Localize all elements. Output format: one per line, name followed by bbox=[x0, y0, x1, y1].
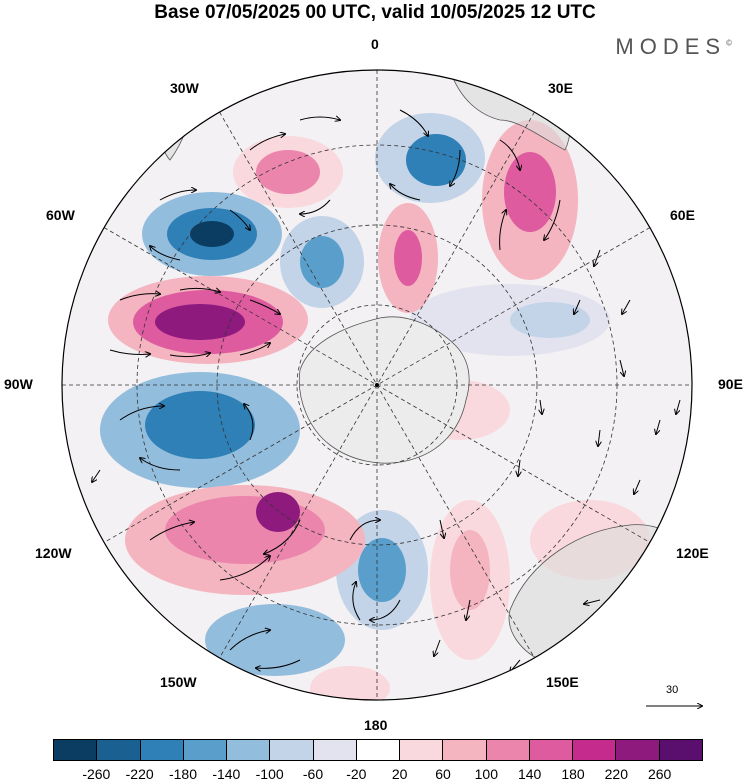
colorbar-swatch bbox=[54, 740, 98, 760]
positive-anomaly-3-core bbox=[394, 230, 422, 286]
lon-label-60e: 60E bbox=[670, 207, 695, 223]
colorbar-tick-label: -180 bbox=[168, 766, 198, 782]
logo-text: MODES bbox=[615, 34, 727, 59]
colorbar-tick-label: 140 bbox=[517, 766, 542, 782]
colorbar-swatch bbox=[443, 740, 487, 760]
colorbar-tick-label: 20 bbox=[391, 766, 408, 782]
negative-anomaly-4-core bbox=[145, 391, 255, 459]
negative-anomaly-1-center bbox=[190, 221, 234, 247]
lon-label-90w: 90W bbox=[4, 376, 33, 392]
lon-label-120w: 120W bbox=[35, 545, 72, 561]
colorbar-tick-label: -60 bbox=[302, 766, 324, 782]
negative-anomaly-2-core bbox=[300, 236, 344, 288]
positive-anomaly-4-core bbox=[504, 152, 556, 232]
colorbar-swatch bbox=[486, 740, 530, 760]
positive-anomaly-6-core bbox=[450, 530, 490, 610]
colorbar-swatch bbox=[97, 740, 141, 760]
map-border bbox=[61, 69, 693, 701]
copyright-mark: © bbox=[726, 38, 732, 48]
negative-anomaly-3-core bbox=[406, 134, 466, 186]
colorbar-tick-label: -100 bbox=[255, 766, 284, 782]
modes-logo: MODES© bbox=[615, 34, 732, 60]
lon-label-30w: 30W bbox=[170, 80, 199, 96]
colorbar-tick-label: -20 bbox=[346, 766, 367, 782]
lon-label-180: 180 bbox=[364, 717, 388, 733]
lon-label-90e: 90E bbox=[718, 376, 743, 392]
colorbar-swatch bbox=[356, 740, 401, 760]
lon-label-0: 0 bbox=[371, 36, 379, 52]
lon-label-120e: 120E bbox=[676, 545, 709, 561]
colorbar-swatch bbox=[270, 740, 314, 760]
colorbar-tick-label: 100 bbox=[474, 766, 499, 782]
colorbar-swatch bbox=[659, 740, 702, 760]
colorbar-tick-label: -140 bbox=[212, 766, 241, 782]
lon-label-30e: 30E bbox=[548, 80, 573, 96]
colorbar-swatch bbox=[529, 740, 574, 760]
positive-anomaly-9 bbox=[310, 666, 390, 700]
colorbar-tick-label: 220 bbox=[604, 766, 629, 782]
positive-anomaly-5-center bbox=[256, 492, 300, 532]
colorbar-swatch bbox=[140, 740, 184, 760]
colorbar-tick-label: 60 bbox=[435, 766, 451, 782]
lon-label-150w: 150W bbox=[160, 674, 197, 690]
colorbar-swatch bbox=[400, 740, 444, 760]
lon-label-60w: 60W bbox=[46, 207, 75, 223]
lon-label-150e: 150E bbox=[546, 674, 579, 690]
positive-anomaly-1-center bbox=[155, 304, 245, 340]
negative-anomaly-6 bbox=[205, 604, 345, 676]
antarctica-landmass bbox=[298, 316, 470, 464]
wind-vectors bbox=[86, 109, 681, 672]
colorbar bbox=[53, 739, 703, 761]
colorbar-tick-label: 260 bbox=[647, 766, 672, 782]
positive-anomaly-2-core bbox=[256, 150, 320, 194]
colorbar-tick-label: -220 bbox=[125, 766, 154, 782]
colorbar-swatch bbox=[573, 740, 617, 760]
negative-anomaly-7-core bbox=[510, 302, 590, 338]
reference-vector-label: 30 bbox=[666, 684, 679, 696]
colorbar-tick-label: 180 bbox=[561, 766, 585, 782]
colorbar-swatch bbox=[616, 740, 660, 760]
colorbar-tick-label: -260 bbox=[82, 766, 111, 782]
positive-anomaly-5-core bbox=[165, 496, 325, 564]
colorbar-swatch bbox=[313, 740, 357, 760]
south-pole-marker bbox=[375, 383, 379, 387]
map-title: Base 07/05/2025 00 UTC, valid 10/05/2025… bbox=[154, 2, 596, 23]
colorbar-swatch bbox=[227, 740, 271, 760]
colorbar-swatch bbox=[183, 740, 228, 760]
negative-anomaly-5-core bbox=[358, 538, 406, 602]
